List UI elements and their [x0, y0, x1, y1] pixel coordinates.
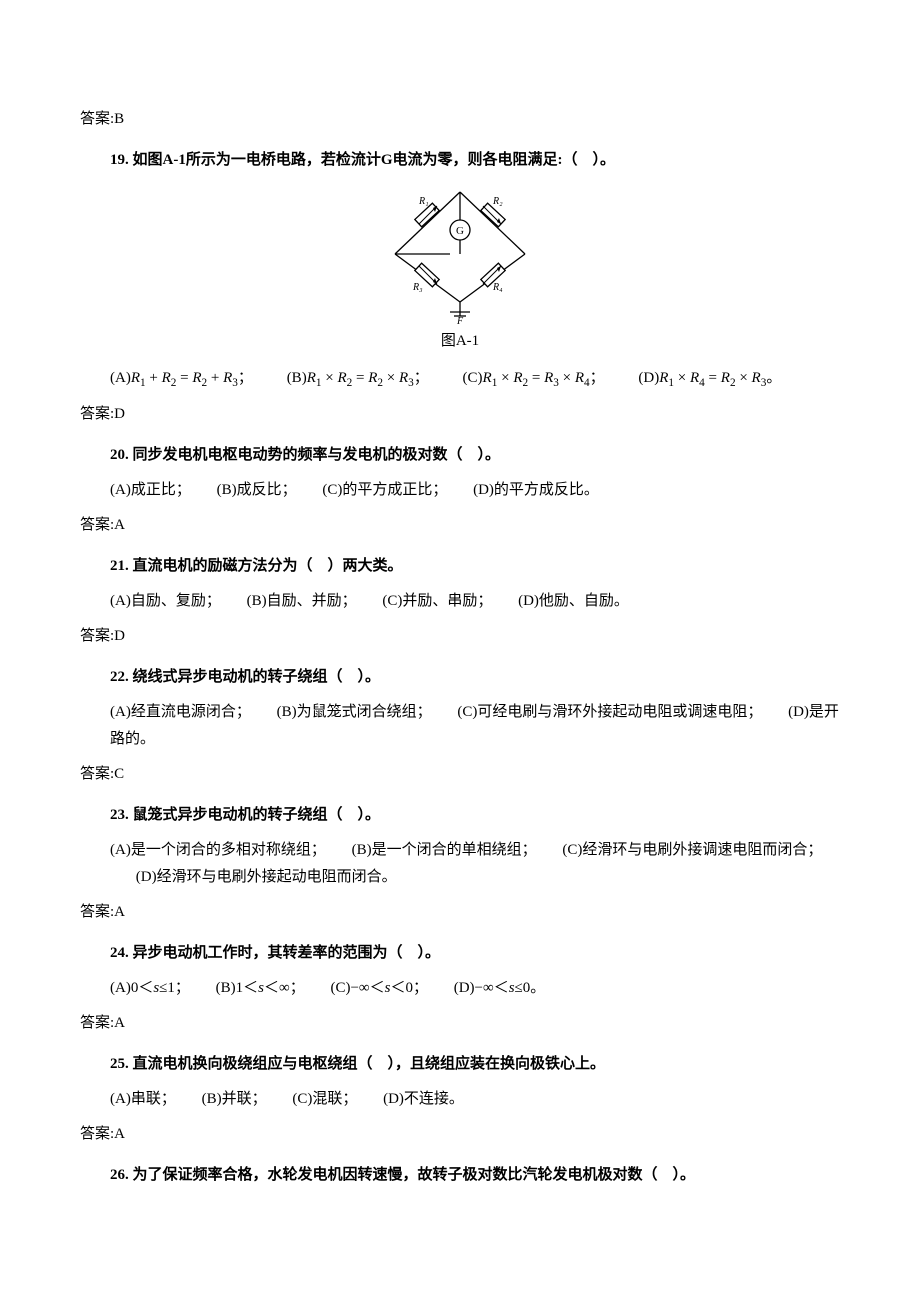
q22-answer: 答案:C	[80, 761, 840, 788]
q22-stem: 22. 绕线式异步电动机的转子绕组（ ）。	[110, 664, 840, 691]
q20-optB: (B)成反比；	[217, 482, 297, 498]
q23-options: (A)是一个闭合的多相对称绕组； (B)是一个闭合的单相绕组； (C)经滑环与电…	[110, 837, 840, 891]
q25-stem: 25. 直流电机换向极绕组应与电枢绕组（ ），且绕组应装在换向极铁心上。	[110, 1051, 840, 1078]
prev-answer: 答案:B	[80, 106, 840, 133]
q19-optD: (D)R1 × R4 = R2 × R3。	[638, 370, 781, 386]
q24-optD: (D)−∞＜s≤0。	[454, 980, 546, 996]
q19-optB: (B)R1 × R2 = R2 × R3；	[287, 370, 429, 386]
q19-optA: (A)R1 + R2 = R2 + R3；	[110, 370, 253, 386]
q22-options: (A)经直流电源闭合； (B)为鼠笼式闭合绕组； (C)可经电刷与滑环外接起动电…	[110, 699, 840, 753]
q21-stem: 21. 直流电机的励磁方法分为（ ）两大类。	[110, 553, 840, 580]
q25-optB: (B)并联；	[202, 1091, 267, 1107]
q24-options: (A)0＜s≤1； (B)1＜s＜∞； (C)−∞＜s＜0； (D)−∞＜s≤0…	[110, 975, 840, 1002]
q19-stem: 19. 如图A-1所示为一电桥电路，若检流计G电流为零，则各电阻满足:（ ）。	[110, 147, 840, 174]
q26-text: 为了保证频率合格，水轮发电机因转速慢，故转子极对数比汽轮发电机极对数（ ）。	[133, 1167, 696, 1183]
q22-text: 绕线式异步电动机的转子绕组（ ）。	[133, 669, 381, 685]
q23-text: 鼠笼式异步电动机的转子绕组（ ）。	[133, 807, 381, 823]
q21-optB: (B)自励、并励；	[247, 593, 357, 609]
q25-optD: (D)不连接。	[383, 1091, 464, 1107]
q23-stem: 23. 鼠笼式异步电动机的转子绕组（ ）。	[110, 802, 840, 829]
q25-optA: (A)串联；	[110, 1091, 176, 1107]
q23-optA: (A)是一个闭合的多相对称绕组；	[110, 842, 326, 858]
r2-label: R₂	[492, 196, 503, 207]
q23-optC: (C)经滑环与电刷外接调速电阻而闭合；	[562, 842, 822, 858]
q23-optB: (B)是一个闭合的单相绕组；	[352, 842, 537, 858]
q20-text: 同步发电机电枢电动势的频率与发电机的极对数（ ）。	[133, 447, 501, 463]
q25-num: 25.	[110, 1056, 129, 1072]
q19-num: 19.	[110, 152, 129, 168]
f-label: F	[456, 316, 464, 324]
q25-optC: (C)混联；	[292, 1091, 357, 1107]
q24-optA: (A)0＜s≤1；	[110, 980, 190, 996]
q23-optD: (D)经滑环与电刷外接起动电阻而闭合。	[136, 869, 397, 885]
q22-optB: (B)为鼠笼式闭合绕组；	[277, 704, 432, 720]
r1-label: R₁	[418, 196, 429, 207]
q25-options: (A)串联； (B)并联； (C)混联； (D)不连接。	[110, 1086, 840, 1113]
q20-answer: 答案:A	[80, 512, 840, 539]
q20-stem: 20. 同步发电机电枢电动势的频率与发电机的极对数（ ）。	[110, 442, 840, 469]
q20-num: 20.	[110, 447, 129, 463]
q20-optD: (D)的平方成反比。	[473, 482, 599, 498]
q20-optA: (A)成正比；	[110, 482, 191, 498]
q21-optA: (A)自励、复励；	[110, 593, 221, 609]
q23-num: 23.	[110, 807, 129, 823]
q26-stem: 26. 为了保证频率合格，水轮发电机因转速慢，故转子极对数比汽轮发电机极对数（ …	[110, 1162, 840, 1189]
q19-answer: 答案:D	[80, 401, 840, 428]
q19-options: (A)R1 + R2 = R2 + R3； (B)R1 × R2 = R2 × …	[110, 365, 840, 393]
q19-optC: (C)R1 × R2 = R3 × R4；	[463, 370, 605, 386]
q19-figure: G R₁ R₂ R₃ R₄ F	[80, 184, 840, 324]
q21-optD: (D)他励、自励。	[518, 593, 629, 609]
q19-fig-label: 图A-1	[80, 328, 840, 355]
q22-optC: (C)可经电刷与滑环外接起动电阻或调速电阻；	[457, 704, 762, 720]
r3-label: R₃	[412, 282, 423, 293]
q21-answer: 答案:D	[80, 623, 840, 650]
q25-answer: 答案:A	[80, 1121, 840, 1148]
g-label: G	[456, 225, 464, 237]
q22-optA: (A)经直流电源闭合；	[110, 704, 251, 720]
bridge-circuit-icon: G R₁ R₂ R₃ R₄ F	[375, 184, 545, 324]
q20-optC: (C)的平方成正比；	[322, 482, 447, 498]
q21-num: 21.	[110, 558, 129, 574]
q24-optC: (C)−∞＜s＜0；	[330, 980, 428, 996]
q19-text: 如图A-1所示为一电桥电路，若检流计G电流为零，则各电阻满足:（ ）。	[133, 152, 616, 168]
q20-options: (A)成正比； (B)成反比； (C)的平方成正比； (D)的平方成反比。	[110, 477, 840, 504]
page: 答案:B 19. 如图A-1所示为一电桥电路，若检流计G电流为零，则各电阻满足:…	[0, 0, 920, 1257]
q23-answer: 答案:A	[80, 899, 840, 926]
q26-num: 26.	[110, 1167, 129, 1183]
q21-options: (A)自励、复励； (B)自励、并励； (C)并励、串励； (D)他励、自励。	[110, 588, 840, 615]
q22-num: 22.	[110, 669, 129, 685]
q24-num: 24.	[110, 945, 129, 961]
q21-optC: (C)并励、串励；	[382, 593, 492, 609]
q24-text: 异步电动机工作时，其转差率的范围为（ ）。	[133, 945, 441, 961]
q25-text: 直流电机换向极绕组应与电枢绕组（ ），且绕组应装在换向极铁心上。	[133, 1056, 606, 1072]
q24-answer: 答案:A	[80, 1010, 840, 1037]
r4-label: R₄	[492, 282, 503, 293]
q24-optB: (B)1＜s＜∞；	[216, 980, 305, 996]
q24-stem: 24. 异步电动机工作时，其转差率的范围为（ ）。	[110, 940, 840, 967]
q21-text: 直流电机的励磁方法分为（ ）两大类。	[133, 558, 403, 574]
